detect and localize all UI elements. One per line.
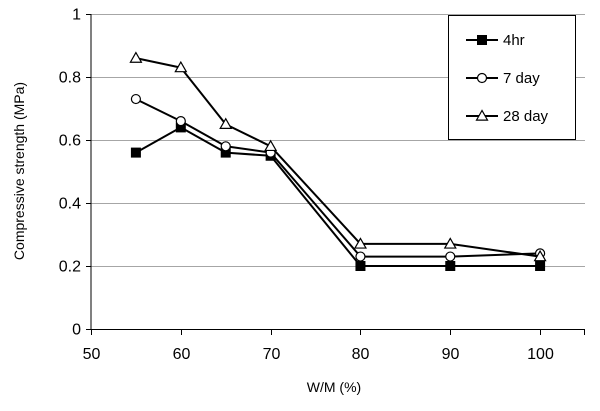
data-point	[443, 237, 457, 249]
axes-layer: 0 0.2 0.4 0.6 0.8 1 50 60 70 80 90 100	[59, 7, 585, 363]
data-point	[264, 139, 278, 152]
x-tick-label: 60	[173, 346, 191, 363]
legend-label: 4hr	[503, 32, 525, 49]
series-line	[135, 126, 541, 267]
legend: 4hr 7 day 28 day	[448, 15, 576, 140]
x-tick-label: 90	[442, 346, 460, 363]
data-point	[220, 141, 231, 152]
x-tick-label: 80	[352, 346, 370, 363]
data-point	[535, 261, 546, 271]
y-tick-label: 0.8	[59, 70, 81, 87]
data-point	[130, 93, 142, 105]
data-point	[445, 261, 456, 271]
data-point	[353, 237, 367, 249]
series-28-day	[129, 51, 547, 262]
data-point	[174, 60, 188, 73]
series-layer	[129, 51, 547, 271]
data-point	[533, 249, 547, 262]
data-point	[445, 251, 456, 262]
y-axis-label: Compressive strength (MPa)	[11, 82, 27, 260]
data-point	[219, 117, 233, 129]
x-tick-label: 50	[83, 346, 101, 363]
legend-label: 28 day	[503, 108, 549, 125]
data-point	[175, 115, 186, 127]
y-tick-label: 1	[72, 7, 81, 24]
data-point	[355, 251, 366, 262]
x-tick-label: 100	[527, 346, 554, 363]
data-point	[355, 261, 366, 271]
legend-label: 7 day	[503, 70, 540, 87]
y-tick-label: 0.4	[59, 196, 81, 213]
legend-item: 7 day	[466, 70, 540, 87]
y-tick-label: 0.2	[59, 259, 81, 276]
legend-marker	[476, 72, 488, 84]
x-axis-label: W/M (%)	[307, 379, 361, 395]
data-point	[129, 51, 143, 63]
legend-item: 28 day	[466, 108, 549, 125]
legend-marker	[477, 35, 487, 45]
y-tick-label: 0.6	[59, 133, 81, 150]
legend-item: 4hr	[466, 32, 525, 49]
data-point	[130, 147, 141, 158]
x-tick-label: 70	[263, 346, 281, 363]
legend-marker	[475, 109, 489, 121]
y-tick-label: 0	[72, 322, 81, 339]
